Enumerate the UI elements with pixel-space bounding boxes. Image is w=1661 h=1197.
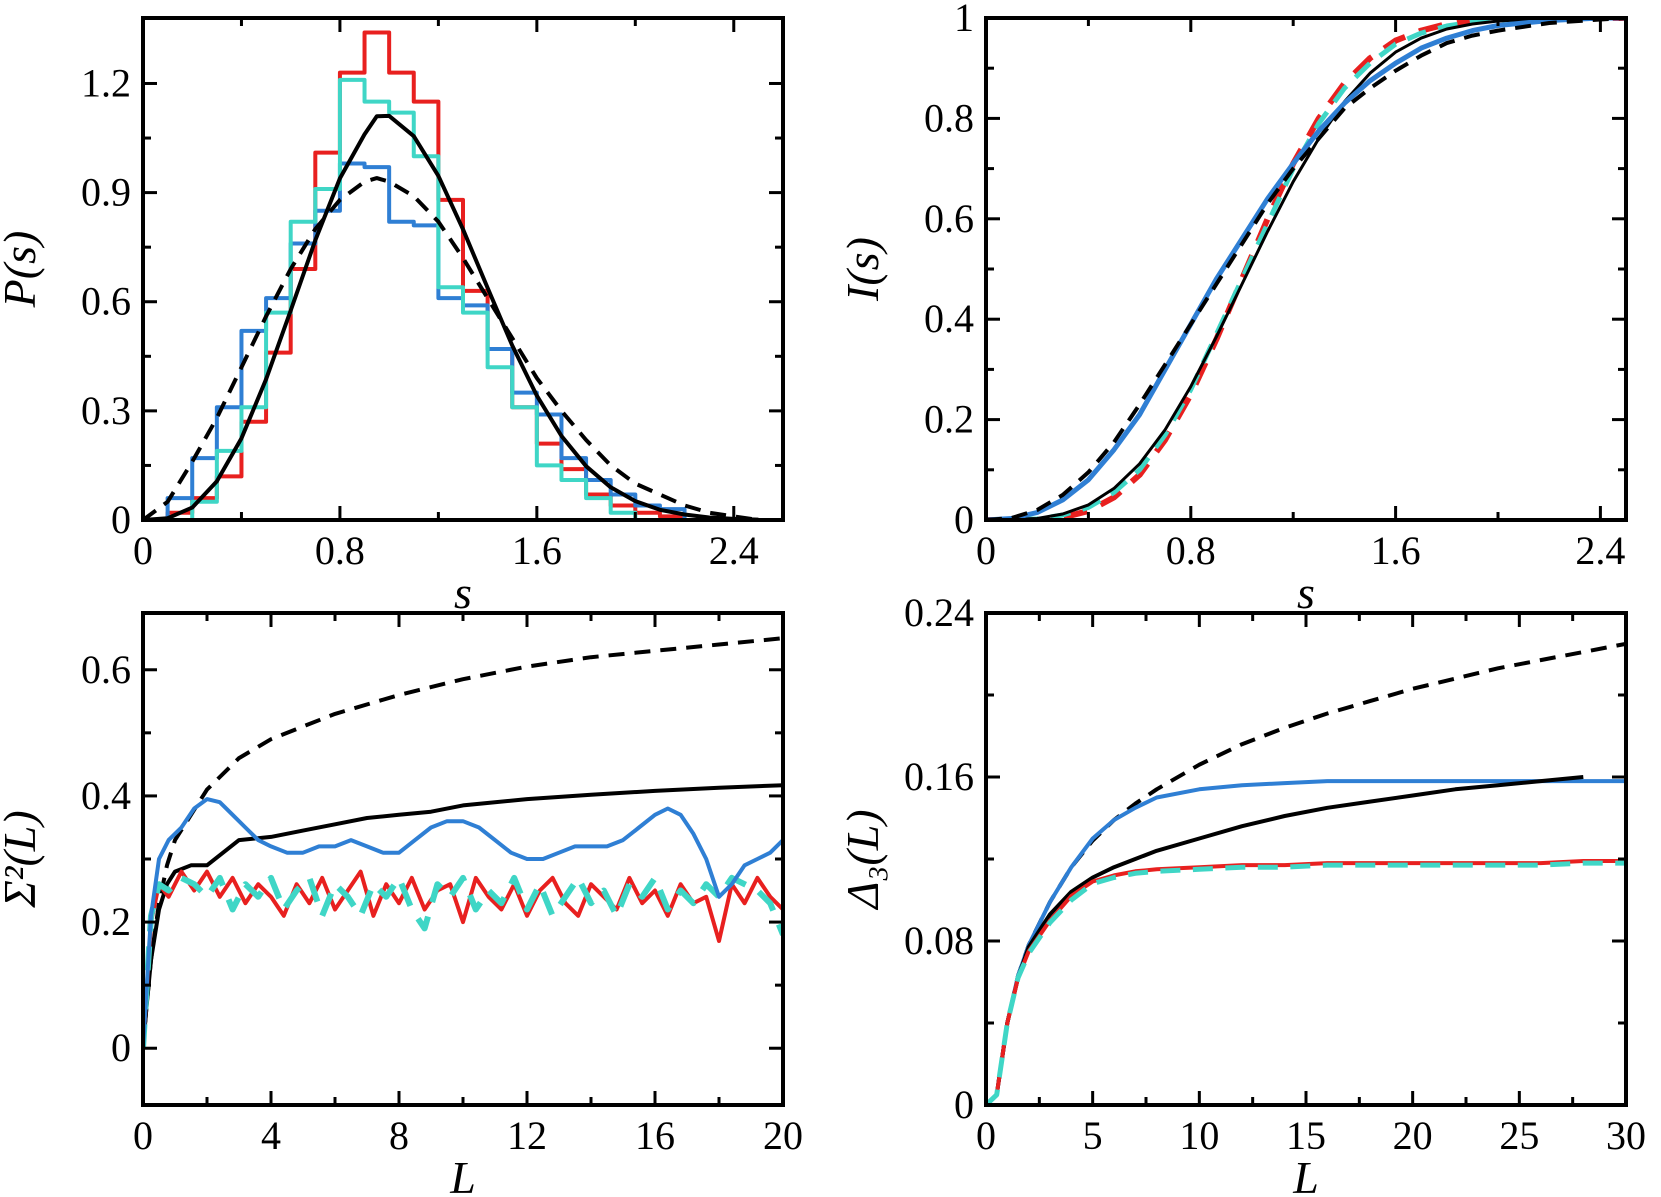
xtick-label-delta3: 5 [1083, 1113, 1103, 1158]
xtick-label-sigma2: 4 [261, 1113, 281, 1158]
ytick-label-is: 0.6 [924, 196, 974, 241]
ytick-label-is: 0 [954, 497, 974, 542]
series-ps-black-solid-3 [143, 113, 759, 520]
series-ps-red-histogram-0 [143, 30, 710, 520]
plot-area-delta3 [986, 641, 1626, 1105]
series-is-blue-solid-3 [986, 18, 1626, 520]
plot-area-ps [143, 30, 759, 520]
ytick-label-ps: 0 [111, 497, 131, 542]
plot-area-sigma2 [143, 636, 783, 1049]
plot-frame-is [984, 16, 1628, 522]
xtick-label-is: 0.8 [1166, 528, 1216, 573]
xlabel-s-top-left: s [454, 567, 472, 618]
series-delta3-red-solid-3 [986, 859, 1626, 1105]
series-delta3-blue-solid-1 [986, 779, 1626, 1105]
series-ps-cyan-histogram-2 [143, 77, 710, 520]
panel-delta3: 0 5 10 15 20 25 30 0 0.08 0.16 0.24 L Δ₃(L) [837, 590, 1646, 1197]
ytick-label-is: 0.2 [924, 397, 974, 442]
series-delta3-black-dashed-0 [986, 641, 1626, 1105]
series-is-cyan-dashed-1 [986, 18, 1626, 520]
ytick-label-delta3: 0.08 [904, 918, 974, 963]
ylabel-i-of-s: I(s) [837, 237, 888, 302]
series-sigma2-black-solid-1 [143, 783, 783, 1049]
plot-frame-delta3 [984, 611, 1628, 1107]
ytick-label-ps: 1.2 [81, 60, 131, 105]
series-sigma2-black-dashed-0 [143, 636, 783, 1049]
ytick-label-delta3: 0.24 [904, 590, 974, 635]
ylabel-p-of-s: P(s) [0, 231, 45, 309]
xtick-label-delta3: 15 [1286, 1113, 1326, 1158]
series-delta3-cyan-dashed-4 [986, 860, 1626, 1105]
xtick-label-is: 0 [976, 528, 996, 573]
xtick-label-ps: 2.4 [709, 528, 759, 573]
xtick-label-ps: 0.8 [315, 528, 365, 573]
ytick-label-delta3: 0.16 [904, 754, 974, 799]
ytick-label-sigma2: 0 [111, 1025, 131, 1070]
xtick-label-delta3: 20 [1393, 1113, 1433, 1158]
series-ps-blue-histogram-1 [143, 161, 710, 520]
xtick-label-sigma2: 8 [389, 1113, 409, 1158]
ytick-label-sigma2: 0.6 [81, 647, 131, 692]
series-sigma2-cyan-dashed-3 [143, 874, 783, 1049]
xtick-label-sigma2: 20 [763, 1113, 803, 1158]
xtick-label-sigma2: 0 [133, 1113, 153, 1158]
series-is-red-dashed-0 [986, 18, 1626, 520]
xlabel-l-bottom-left: L [449, 1152, 476, 1197]
ytick-label-is: 0.8 [924, 95, 974, 140]
ylabel-delta3: Δ₃(L) [837, 809, 888, 910]
xtick-label-ps: 0 [133, 528, 153, 573]
plot-area-is [986, 18, 1626, 520]
xlabel-l-bottom-right: L [1292, 1152, 1319, 1197]
series-sigma2-red-solid-2 [143, 869, 783, 1049]
xtick-label-is: 1.6 [1371, 528, 1421, 573]
ytick-label-ps: 0.6 [81, 279, 131, 324]
ytick-label-is: 1 [954, 0, 974, 40]
xtick-label-delta3: 10 [1179, 1113, 1219, 1158]
xtick-label-delta3: 25 [1499, 1113, 1539, 1158]
series-is-black-dashed-4 [986, 18, 1626, 520]
series-sigma2-blue-solid-4 [143, 797, 783, 1049]
ytick-label-sigma2: 0.4 [81, 773, 131, 818]
ylabel-sigma-squared: Σ²(L) [0, 810, 45, 908]
plot-frame-sigma2 [141, 611, 785, 1107]
panel-sigma-squared: 0 4 8 12 16 20 0 0.2 0.4 0.6 L Σ²(L) [0, 611, 803, 1197]
xtick-label-delta3: 0 [976, 1113, 996, 1158]
xtick-label-ps: 1.6 [512, 528, 562, 573]
panel-p-of-s: 0 0.8 1.6 2.4 0 0.3 0.6 0.9 1.2 s P(s) [0, 16, 785, 618]
ytick-label-delta3: 0 [954, 1082, 974, 1127]
series-delta3-black-solid-2 [986, 775, 1584, 1105]
xtick-label-is: 2.4 [1575, 528, 1625, 573]
xtick-label-sigma2: 16 [635, 1113, 675, 1158]
ytick-label-is: 0.4 [924, 296, 974, 341]
ytick-label-ps: 0.9 [81, 170, 131, 215]
plot-frame-ps [141, 16, 785, 522]
series-ps-black-dashed-4 [143, 176, 759, 520]
ytick-label-ps: 0.3 [81, 388, 131, 433]
panel-i-of-s: 0 0.8 1.6 2.4 0 0.2 0.4 0.6 0.8 1 s I(s) [837, 0, 1628, 618]
xlabel-s-top-right: s [1297, 567, 1315, 618]
xtick-label-sigma2: 12 [507, 1113, 547, 1158]
xtick-label-delta3: 30 [1606, 1113, 1646, 1158]
series-is-black-solid-2 [986, 18, 1626, 520]
ytick-label-sigma2: 0.2 [81, 899, 131, 944]
